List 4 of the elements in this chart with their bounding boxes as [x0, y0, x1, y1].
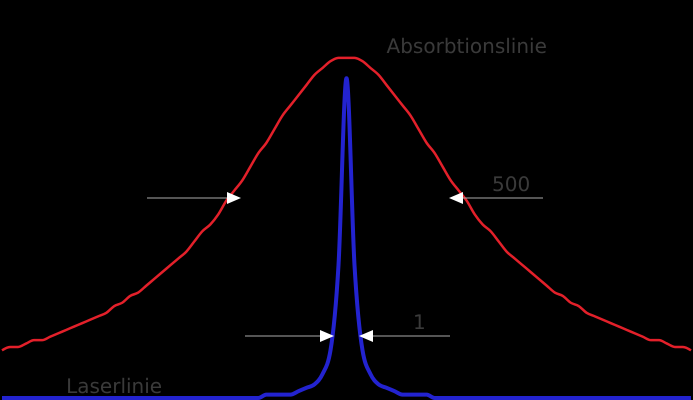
annotation: 500	[492, 172, 530, 196]
series-label: Laserlinie	[66, 374, 162, 398]
annotation: 1	[413, 310, 426, 334]
series-label: Absorbtionslinie	[386, 34, 547, 58]
